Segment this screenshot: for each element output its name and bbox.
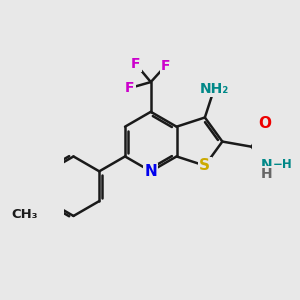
Text: NH₂: NH₂ (200, 82, 229, 96)
Text: F: F (125, 81, 135, 95)
Text: N: N (144, 164, 157, 179)
Text: O: O (259, 116, 272, 131)
Text: −H: −H (273, 158, 293, 171)
Text: F: F (161, 59, 170, 73)
Text: CH₃: CH₃ (11, 208, 38, 221)
Text: F: F (131, 57, 141, 71)
Text: N: N (261, 158, 273, 172)
Text: S: S (200, 158, 210, 173)
Text: H: H (261, 167, 273, 181)
